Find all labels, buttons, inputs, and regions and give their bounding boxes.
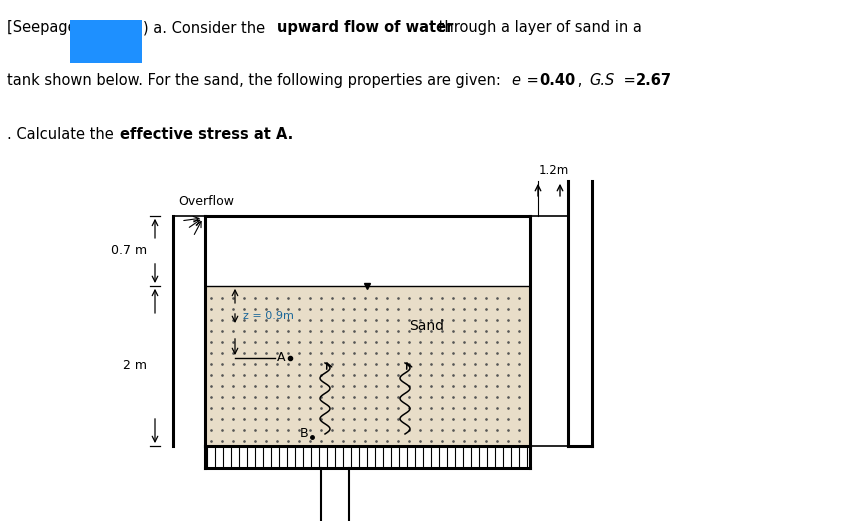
Text: ) a. Consider the: ) a. Consider the (143, 20, 270, 35)
Bar (205, 446, 530, 468)
Text: Sand: Sand (410, 319, 444, 333)
Bar (205, 286, 530, 446)
Text: B: B (300, 427, 309, 440)
Text: Overflow: Overflow (178, 195, 234, 208)
Text: 0.7 m: 0.7 m (111, 244, 147, 257)
Text: 2.67: 2.67 (636, 73, 672, 89)
Text: upward flow of water: upward flow of water (277, 20, 454, 35)
Text: e: e (511, 73, 521, 89)
Text: tank shown below. For the sand, the following properties are given:: tank shown below. For the sand, the foll… (7, 73, 505, 89)
Text: [Seepage] (: [Seepage] ( (7, 20, 92, 35)
Text: =: = (619, 73, 640, 89)
Text: G.S: G.S (589, 73, 615, 89)
Bar (70, 20, 142, 64)
Text: z = 0.9m: z = 0.9m (243, 311, 294, 321)
Text: A: A (277, 352, 286, 365)
Text: =: = (522, 73, 544, 89)
Text: 0.40: 0.40 (539, 73, 576, 89)
Text: through a layer of sand in a: through a layer of sand in a (434, 20, 642, 35)
Text: 1.2m: 1.2m (538, 164, 569, 177)
Text: effective stress at A.: effective stress at A. (120, 127, 293, 142)
Text: ,: , (573, 73, 587, 89)
Text: 2 m: 2 m (123, 359, 147, 373)
Text: . Calculate the: . Calculate the (7, 127, 118, 142)
